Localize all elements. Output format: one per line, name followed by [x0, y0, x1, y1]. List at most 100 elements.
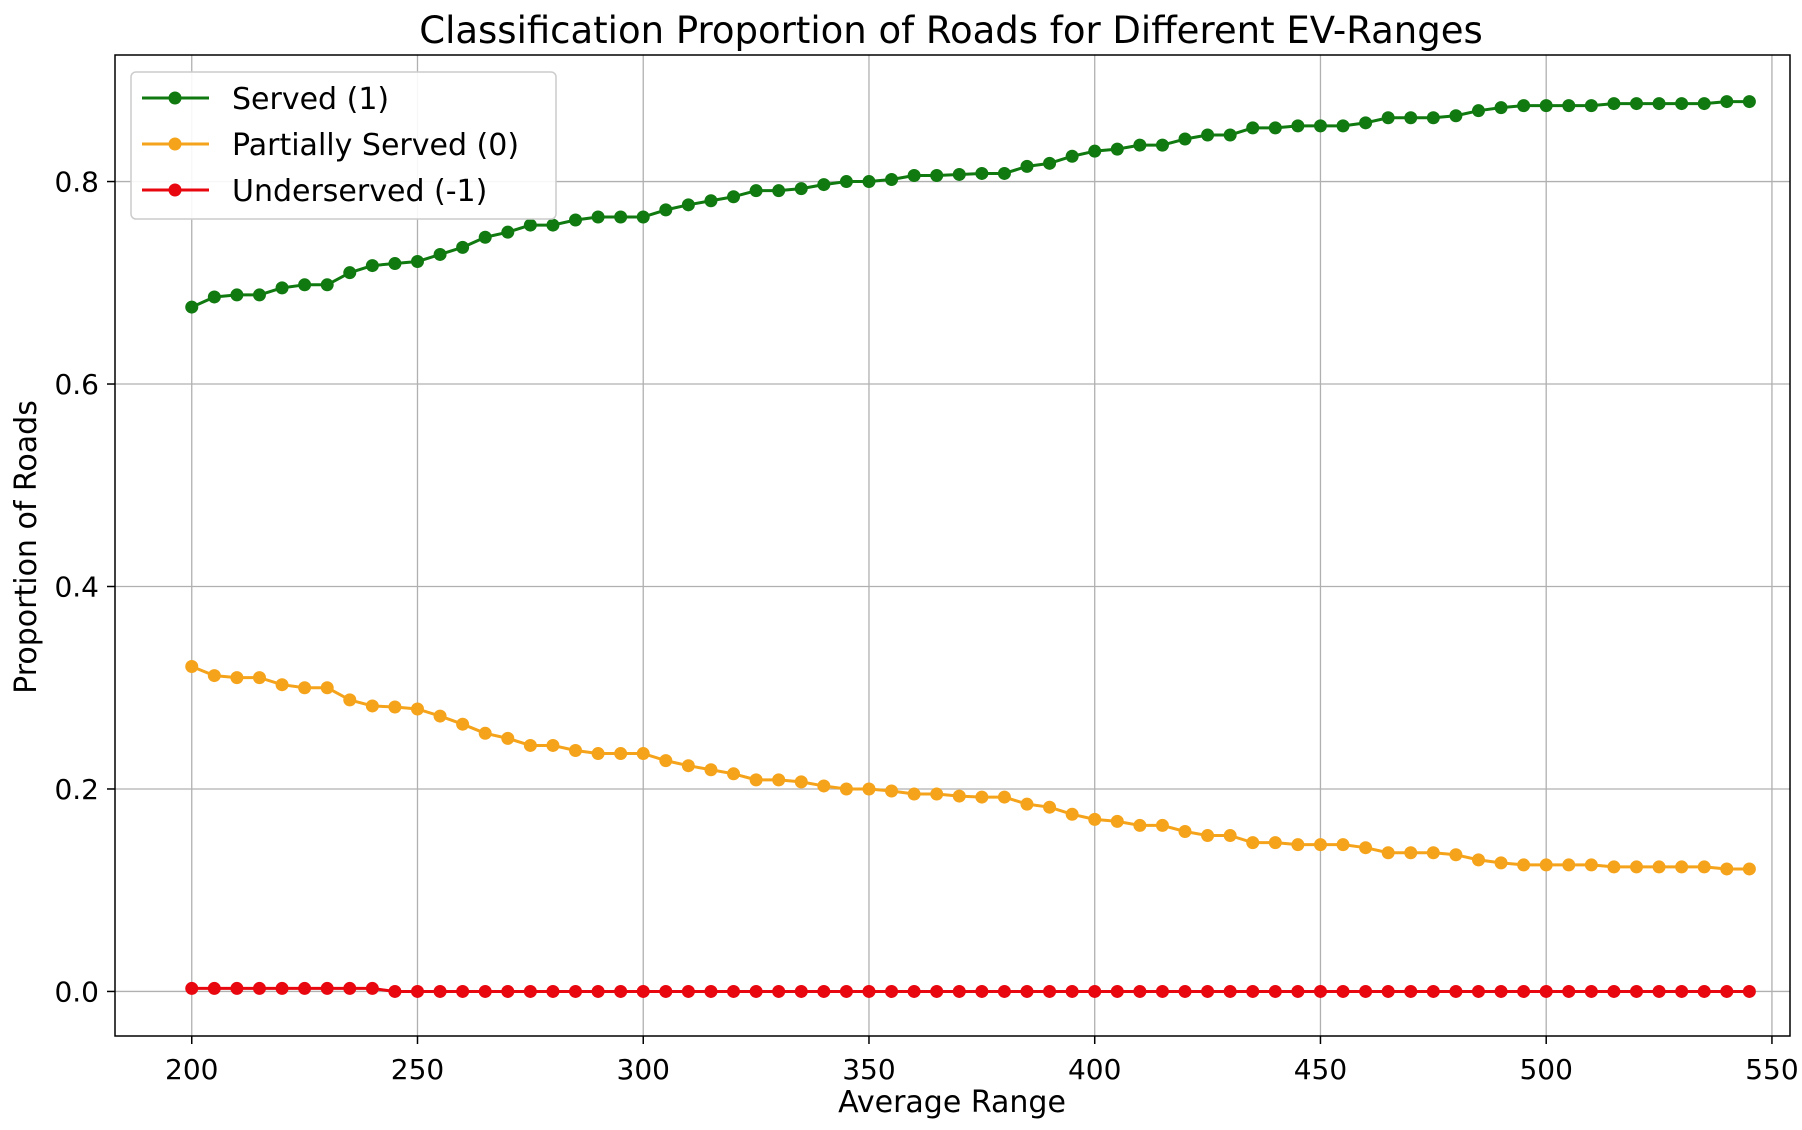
- data-point-partially-served: [1494, 856, 1508, 870]
- data-point-partially-served: [1133, 818, 1147, 832]
- data-point-partially-served: [1043, 800, 1057, 814]
- data-point-served: [1223, 128, 1237, 142]
- data-point-served: [1517, 99, 1531, 113]
- data-point-underserved: [1201, 984, 1215, 998]
- y-tick-label: 0.0: [54, 975, 99, 1008]
- data-point-served: [681, 198, 695, 212]
- data-point-served: [1088, 144, 1102, 158]
- data-point-served: [456, 240, 470, 254]
- data-point-underserved: [659, 984, 673, 998]
- data-point-partially-served: [885, 784, 899, 798]
- data-point-served: [862, 175, 876, 189]
- x-tick-label: 450: [1294, 1053, 1347, 1086]
- series-line-served: [191, 100, 1750, 309]
- plot-frame: [114, 54, 1791, 1037]
- data-point-partially-served: [365, 699, 379, 713]
- data-point-partially-served: [569, 744, 583, 758]
- data-point-underserved: [1742, 984, 1756, 998]
- data-point-underserved: [207, 981, 221, 995]
- data-point-underserved: [1584, 984, 1598, 998]
- data-point-underserved: [704, 984, 718, 998]
- legend-box: [130, 71, 557, 220]
- data-point-underserved: [862, 984, 876, 998]
- data-point-underserved: [975, 984, 989, 998]
- data-point-underserved: [1607, 984, 1621, 998]
- data-point-underserved: [1471, 984, 1485, 998]
- data-point-partially-served: [1246, 836, 1260, 850]
- data-point-served: [275, 281, 289, 295]
- data-point-partially-served: [975, 790, 989, 804]
- x-tick-label: 200: [165, 1053, 218, 1086]
- x-tick-label: 250: [391, 1053, 444, 1086]
- data-point-served: [817, 178, 831, 192]
- data-point-underserved: [1110, 984, 1124, 998]
- data-point-underserved: [546, 984, 560, 998]
- data-point-underserved: [885, 984, 899, 998]
- series-served: [185, 95, 1756, 314]
- data-point-partially-served: [230, 671, 244, 685]
- data-point-partially-served: [681, 759, 695, 773]
- axis-ticks: 200 250 300 350 400 450 500 550 0.0 0.2 0.4 0.6 0.8: [54, 166, 1798, 1086]
- legend-marker-underserved: [168, 183, 182, 197]
- data-point-partially-served: [1088, 812, 1102, 826]
- data-point-underserved: [320, 981, 334, 995]
- data-point-partially-served: [1065, 807, 1079, 821]
- data-point-served: [478, 230, 492, 244]
- data-point-served: [1110, 142, 1124, 156]
- data-point-partially-served: [1020, 797, 1034, 811]
- data-point-served: [907, 168, 921, 182]
- data-point-served: [523, 218, 537, 232]
- data-point-partially-served: [817, 779, 831, 793]
- data-point-partially-served: [636, 747, 650, 761]
- x-axis-label: Average Range: [838, 1085, 1066, 1120]
- data-point-partially-served: [1675, 860, 1689, 874]
- data-point-underserved: [997, 984, 1011, 998]
- data-point-underserved: [1675, 984, 1689, 998]
- data-point-underserved: [1359, 984, 1373, 998]
- data-point-served: [1539, 99, 1553, 113]
- data-point-served: [1020, 159, 1034, 173]
- data-point-partially-served: [343, 693, 357, 707]
- series-line-underserved: [191, 986, 1750, 993]
- data-point-served: [433, 247, 447, 261]
- data-point-partially-served: [501, 731, 515, 745]
- data-point-underserved: [839, 984, 853, 998]
- x-tick-label: 350: [842, 1053, 895, 1086]
- data-point-served: [997, 166, 1011, 180]
- data-point-underserved: [681, 984, 695, 998]
- legend-marker-partially-served: [168, 137, 182, 151]
- data-point-served: [343, 266, 357, 280]
- data-point-served: [1720, 95, 1734, 109]
- data-point-underserved: [230, 981, 244, 995]
- data-point-served: [591, 210, 605, 224]
- data-point-underserved: [1720, 984, 1734, 998]
- data-point-partially-served: [275, 678, 289, 692]
- data-point-underserved: [930, 984, 944, 998]
- data-point-served: [975, 166, 989, 180]
- data-point-underserved: [1178, 984, 1192, 998]
- data-point-served: [1155, 138, 1169, 152]
- data-point-served: [839, 175, 853, 189]
- data-point-underserved: [1449, 984, 1463, 998]
- data-point-underserved: [1313, 984, 1327, 998]
- data-point-served: [252, 288, 266, 302]
- data-point-underserved: [410, 984, 424, 998]
- legend-item-partially-served: Partially Served (0): [142, 128, 519, 163]
- data-point-partially-served: [794, 775, 808, 789]
- data-point-served: [1607, 97, 1621, 111]
- legend-marker-served: [168, 91, 182, 105]
- data-point-served: [1404, 111, 1418, 125]
- data-point-served: [298, 278, 312, 292]
- data-point-underserved: [275, 981, 289, 995]
- data-point-partially-served: [1652, 860, 1666, 874]
- data-point-partially-served: [1517, 858, 1531, 872]
- series-underserved: [185, 981, 1756, 998]
- data-point-served: [1201, 128, 1215, 142]
- data-point-partially-served: [1110, 814, 1124, 828]
- data-point-served: [1043, 156, 1057, 170]
- data-point-served: [1494, 101, 1508, 115]
- data-point-underserved: [252, 981, 266, 995]
- data-point-served: [704, 194, 718, 208]
- data-point-underserved: [1065, 984, 1079, 998]
